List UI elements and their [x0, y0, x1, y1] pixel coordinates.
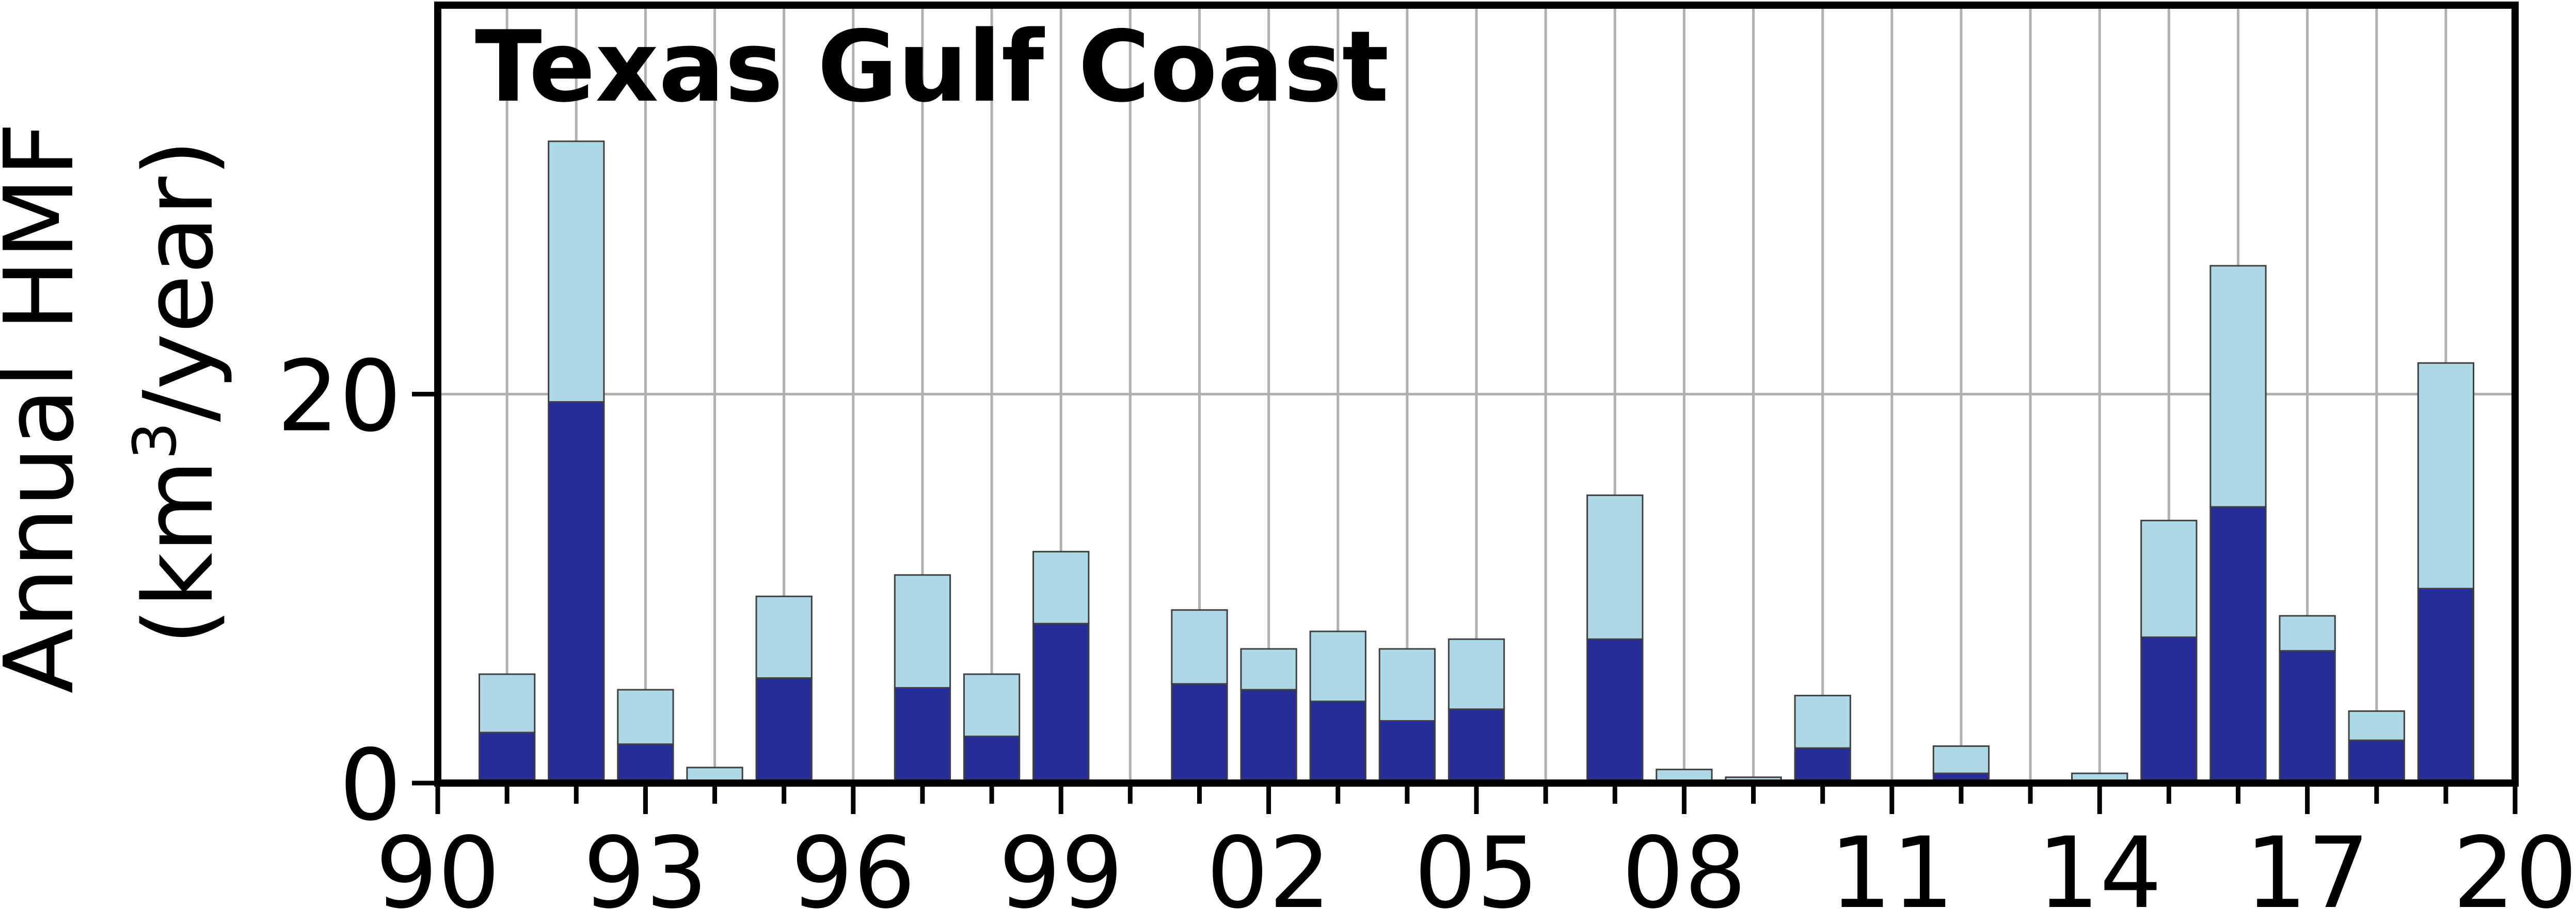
bar-upper-2003	[1309, 630, 1366, 703]
bar-lower-1999	[1032, 623, 1090, 784]
bar-upper-1995	[755, 595, 813, 679]
x-tick-label: 08	[1622, 816, 1747, 924]
bar-upper-2001	[1171, 609, 1228, 685]
bar-upper-2004	[1378, 648, 1436, 722]
bar-lower-2005	[1448, 708, 1505, 784]
y-ticks: 0 20	[277, 340, 438, 842]
bar-lower-2018	[2348, 739, 2405, 784]
bar-lower-2007	[1586, 638, 1644, 784]
bar-upper-2002	[1240, 648, 1297, 691]
bar-lower-1997	[894, 687, 951, 784]
bar-lower-2019	[2417, 587, 2475, 784]
bar-lower-2002	[1240, 689, 1297, 784]
bar-lower-2004	[1378, 720, 1436, 784]
x-tick-label: 05	[1414, 816, 1539, 924]
x-tick-label: 17	[2245, 816, 2370, 924]
bar-upper-1998	[963, 673, 1021, 738]
y-axis-label-unit-exponent: 3	[121, 422, 190, 459]
bars	[478, 140, 2475, 784]
bar-upper-2007	[1586, 494, 1644, 640]
bar-lower-2001	[1171, 683, 1228, 784]
y-axis-label-line1: Annual HMF	[0, 122, 95, 693]
bar-lower-1991	[478, 731, 536, 784]
bar-upper-1991	[478, 673, 536, 734]
bar-lower-2017	[2279, 650, 2336, 784]
bar-lower-1992	[548, 401, 605, 784]
x-ticks: 90 93 96 99 02 05 08 11 14 17 20	[375, 783, 2576, 924]
bar-lower-1995	[755, 677, 813, 784]
y-tick-label: 20	[277, 340, 402, 454]
x-tick-label: 02	[1206, 816, 1331, 924]
x-tick-label: 90	[375, 816, 500, 924]
y-axis-label-line2: (km3/year)	[121, 139, 234, 645]
bar-lower-1998	[963, 736, 1021, 784]
chart-title: Texas Gulf Coast	[475, 10, 1389, 124]
bar-upper-1993	[617, 689, 674, 745]
bar-upper-2010	[1794, 694, 1851, 749]
x-tick-label: 99	[998, 816, 1123, 924]
bar-lower-2010	[1794, 747, 1851, 784]
bar-lower-2016	[2209, 506, 2267, 784]
x-tick-label: 93	[583, 816, 708, 924]
x-tick-label: 14	[2037, 816, 2162, 924]
y-axis-label-unit-prefix: (km	[123, 459, 234, 645]
bar-upper-2018	[2348, 710, 2405, 741]
y-axis-label: Annual HMF (km3/year)	[0, 122, 234, 693]
x-tick-label: 11	[1830, 816, 1954, 924]
bar-upper-2005	[1448, 638, 1505, 710]
bar-lower-2015	[2140, 636, 2198, 784]
bar-upper-2019	[2417, 362, 2475, 590]
bar-upper-2012	[1932, 745, 1990, 774]
bar-upper-2016	[2209, 265, 2267, 508]
bar-upper-1999	[1032, 551, 1090, 625]
bar-upper-2015	[2140, 519, 2198, 638]
bar-lower-2003	[1309, 700, 1366, 784]
y-tick-label: 0	[339, 728, 402, 842]
y-axis-label-unit-suffix: /year)	[123, 139, 234, 422]
x-tick-label: 96	[791, 816, 916, 924]
bar-upper-1992	[548, 140, 605, 403]
bar-upper-2017	[2279, 615, 2336, 652]
bar-upper-1997	[894, 574, 951, 689]
x-tick-label: 20	[2453, 816, 2576, 924]
bar-lower-1993	[617, 743, 674, 784]
